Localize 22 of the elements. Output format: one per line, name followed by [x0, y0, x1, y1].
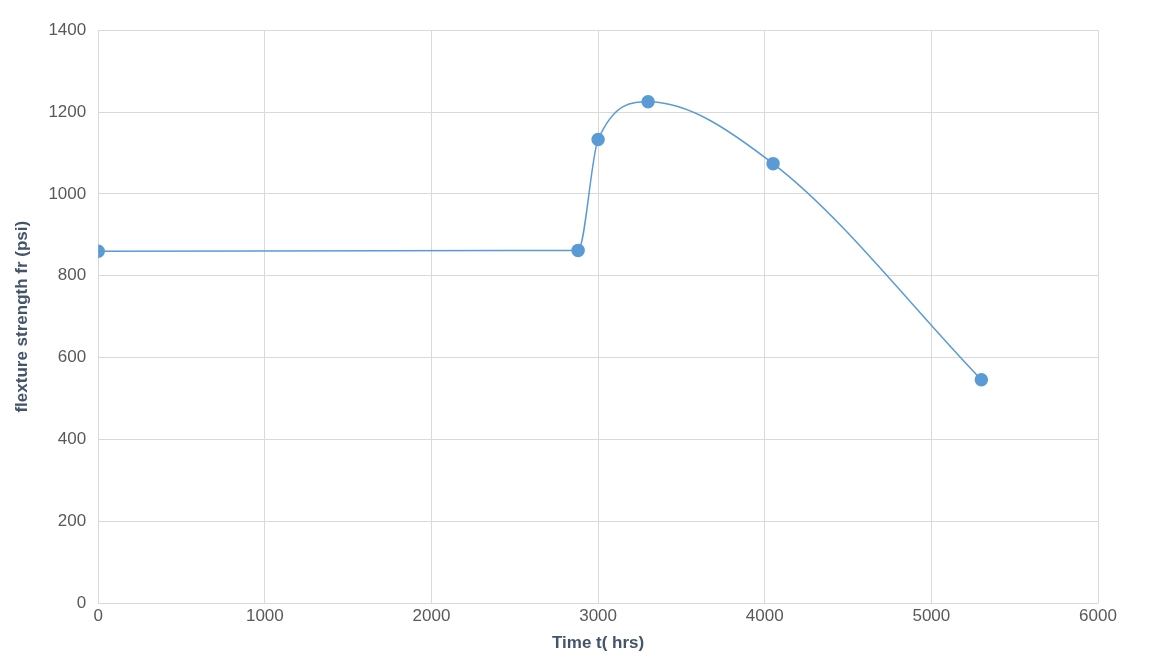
x-tick-label: 5000: [912, 606, 951, 626]
x-tick-label: 2000: [412, 606, 451, 626]
x-tick-label: 3000: [579, 606, 618, 626]
point: [766, 156, 780, 171]
point: [571, 243, 585, 258]
y-tick-label: 0: [76, 592, 87, 612]
point: [641, 95, 655, 109]
point: [974, 372, 989, 387]
x-axis-title: Time t( hrs): [551, 633, 645, 653]
y-tick-label: 1000: [48, 183, 87, 203]
point: [591, 132, 605, 147]
x-tick-label: 0: [93, 606, 103, 626]
y-tick-label: 1400: [48, 19, 87, 39]
x-tick-label: 6000: [1079, 606, 1117, 626]
x-tick-label: 4000: [745, 606, 784, 626]
y-tick-label: 200: [57, 511, 87, 531]
y-axis-title: flexture strength fr (psi): [11, 220, 31, 413]
y-tick-label: 400: [57, 429, 87, 449]
y-tick-label: 1200: [48, 101, 87, 121]
x-tick-label: 1000: [245, 606, 284, 626]
y-tick-label: 600: [57, 347, 87, 367]
y-tick-label: 800: [57, 265, 87, 285]
